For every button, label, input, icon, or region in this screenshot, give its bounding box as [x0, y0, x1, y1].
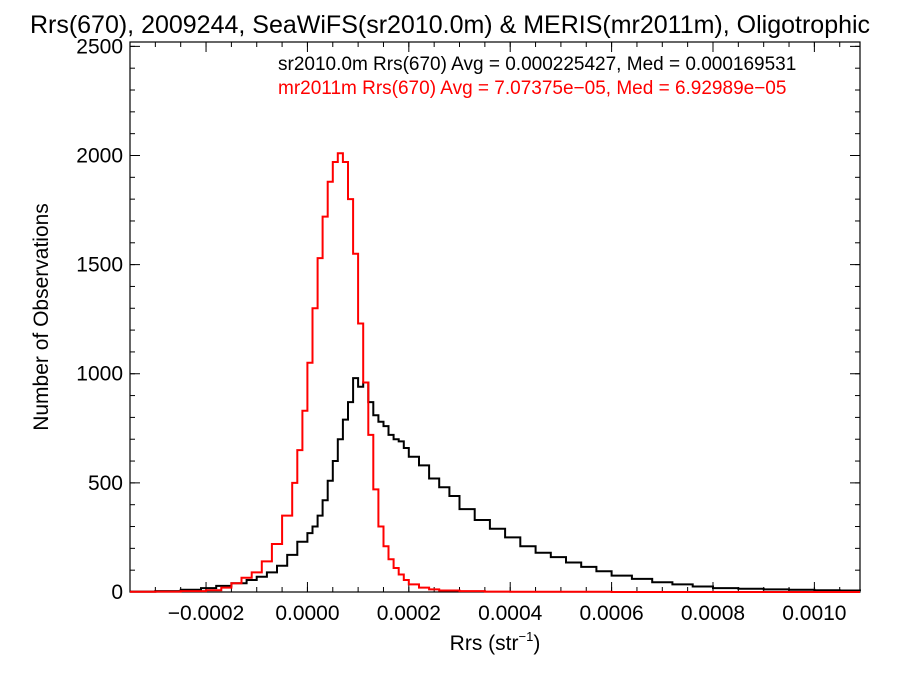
- legend: sr2010.0m Rrs(670) Avg = 0.000225427, Me…: [278, 54, 796, 99]
- y-tick-label: 500: [88, 472, 123, 495]
- x-axis: −0.0002 0.0000 0.0002 0.0004 0.0006 0.0008 0.0…: [129, 42, 846, 625]
- x-axis-label-superscript: −1: [519, 629, 534, 644]
- plot-area: −0.0002 0.0000 0.0002 0.0004 0.0006 0.0008 0.0…: [76, 35, 861, 625]
- legend-entry-1: mr2011m Rrs(670) Avg = 7.07375e−05, Med …: [278, 78, 786, 99]
- series-line-0: [130, 377, 861, 593]
- x-axis-label: Rrs (str−1): [450, 629, 541, 655]
- x-tick-label: 0.0002: [377, 602, 441, 625]
- x-tick-label: 0.0008: [681, 602, 745, 625]
- y-tick-label: 2500: [76, 35, 123, 58]
- series-layer: [130, 152, 861, 593]
- x-tick-label: 0.0000: [275, 602, 339, 625]
- x-tick-label: 0.0006: [579, 602, 643, 625]
- series-line-1: [130, 152, 860, 593]
- x-tick-label: 0.0004: [478, 602, 543, 625]
- legend-entry-0: sr2010.0m Rrs(670) Avg = 0.000225427, Me…: [278, 54, 796, 75]
- y-tick-label: 1500: [76, 254, 123, 277]
- y-axis: 0 500 1000 1500 2000 2500: [76, 35, 860, 604]
- x-tick-label: −0.0002: [168, 602, 245, 625]
- y-axis-label: Number of Observations: [30, 203, 53, 431]
- x-axis-label-close: ): [533, 632, 540, 655]
- y-tick-label: 1000: [76, 363, 123, 386]
- x-tick-label: 0.0010: [782, 602, 846, 625]
- plot-frame: [129, 41, 861, 593]
- chart-title: Rrs(670), 2009244, SeaWiFS(sr2010.0m) & …: [30, 11, 870, 39]
- y-tick-label: 2000: [76, 144, 123, 167]
- y-tick-label: 0: [111, 581, 123, 604]
